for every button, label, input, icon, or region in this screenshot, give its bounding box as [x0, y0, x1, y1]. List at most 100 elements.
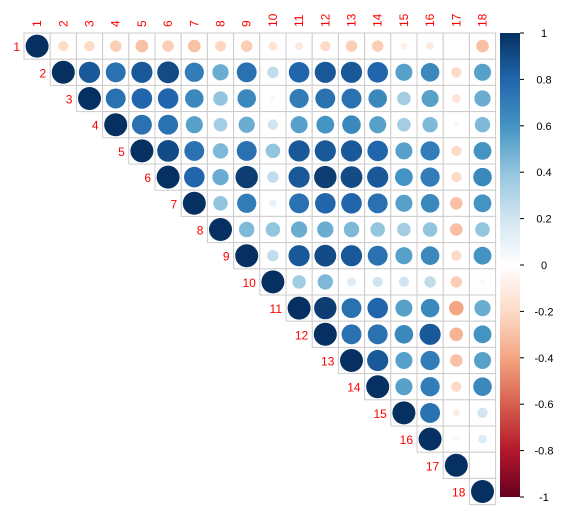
correlation-circle-5-9 [236, 140, 257, 161]
correlation-circle-8-16 [422, 222, 438, 237]
correlation-circle-3-12 [315, 88, 336, 109]
matrix-cell [390, 137, 418, 165]
correlation-circle-3-5 [131, 88, 153, 109]
correlation-circle-1-14 [371, 40, 384, 52]
correlation-circle-13-17 [450, 354, 463, 367]
correlation-circle-11-13 [341, 298, 362, 319]
correlation-circle-7-18 [473, 194, 492, 213]
correlation-circle-1-3 [84, 40, 95, 52]
correlation-circle-5-7 [184, 140, 205, 161]
correlation-circle-2-12 [314, 61, 336, 83]
column-label: 2 [56, 20, 70, 27]
correlation-circle-1-15 [400, 42, 408, 50]
correlation-circle-15-15 [392, 401, 416, 425]
colorbar-ticks: 1 0.8 0.6 0.4 0.2 0 -0.2 -0.4 -0.6 -0.8 -1 [520, 28, 553, 504]
correlation-circle-11-17 [449, 300, 464, 316]
matrix-cell [468, 451, 497, 479]
correlation-circle-1-11 [295, 42, 304, 51]
correlation-circle-2-8 [212, 64, 229, 81]
column-labels: 1 2 3 4 5 6 7 8 9 10 11 12 13 14 15 16 17 18 [30, 13, 489, 27]
correlation-circle-4-5 [131, 114, 152, 135]
correlation-circle-6-8 [212, 168, 229, 186]
row-label: 11 [270, 302, 283, 316]
correlation-circle-2-16 [420, 63, 440, 82]
row-label: 9 [223, 250, 230, 264]
correlation-circle-6-16 [420, 167, 440, 187]
column-label: 16 [423, 13, 437, 27]
correlation-circle-7-8 [213, 196, 228, 211]
correlation-circle-4-7 [185, 116, 203, 134]
colorbar-tick-label: -1 [539, 492, 549, 504]
row-label: 6 [144, 171, 151, 185]
correlation-circle-12-13 [341, 324, 362, 345]
correlation-circle-12-17 [449, 327, 464, 342]
correlation-circle-6-11 [288, 166, 310, 188]
colorbar-tick-label: 0.6 [536, 121, 551, 133]
correlation-circle-12-14 [367, 324, 388, 345]
correlation-circle-3-17 [451, 94, 461, 103]
correlation-circle-10-12 [317, 274, 334, 290]
row-label: 12 [295, 328, 309, 342]
correlation-circle-13-15 [395, 351, 413, 370]
correlation-circle-14-14 [366, 375, 390, 399]
row-label: 10 [242, 276, 256, 290]
correlation-circle-7-11 [289, 193, 310, 214]
correlation-circle-10-13 [347, 277, 356, 287]
correlation-circle-6-12 [314, 165, 337, 189]
correlation-circle-7-10 [269, 199, 277, 207]
row-label: 3 [66, 93, 73, 107]
correlation-circle-11-14 [367, 297, 388, 319]
correlation-circle-15-17 [452, 409, 460, 417]
correlation-circle-8-9 [238, 221, 255, 238]
correlation-circle-2-3 [78, 61, 101, 83]
correlation-circle-4-4 [104, 113, 128, 137]
correlation-circle-7-13 [341, 193, 362, 214]
correlation-circle-1-8 [215, 40, 226, 52]
column-label: 17 [449, 13, 463, 27]
correlation-circle-5-13 [340, 140, 363, 162]
column-label: 7 [187, 20, 201, 27]
correlation-circle-3-15 [397, 91, 411, 106]
correlation-circle-4-8 [213, 117, 228, 132]
colorbar-tick-label: -0.2 [535, 306, 554, 318]
row-label: 16 [400, 433, 414, 447]
correlation-circle-4-11 [290, 116, 308, 134]
correlation-circle-1-12 [320, 40, 331, 52]
correlation-circle-6-10 [267, 171, 279, 183]
colorbar-tick-label: 0.2 [536, 214, 551, 226]
correlation-circle-4-10 [267, 119, 279, 130]
correlation-circle-12-15 [394, 325, 414, 344]
correlation-circle-8-15 [397, 222, 411, 237]
correlation-circle-10-10 [261, 270, 285, 294]
correlation-circle-14-18 [473, 377, 492, 396]
correlation-circle-7-17 [450, 197, 463, 210]
colorbar-tick-label: 0 [541, 260, 547, 272]
correlation-circle-1-5 [135, 39, 149, 53]
correlation-circle-2-10 [267, 66, 279, 79]
correlation-circle-9-17 [451, 250, 462, 261]
row-label: 18 [452, 486, 466, 500]
column-label: 14 [371, 13, 385, 27]
correlation-circle-12-18 [473, 325, 492, 344]
correlation-circle-14-16 [420, 377, 440, 397]
correlation-circle-1-7 [188, 39, 201, 53]
colorbar-gradient [500, 33, 520, 497]
column-label: 11 [292, 14, 306, 27]
row-label: 4 [92, 119, 99, 133]
correlation-circle-5-14 [367, 140, 388, 162]
correlation-circle-4-9 [238, 116, 255, 133]
colorbar-tick-label: 0.4 [536, 167, 551, 179]
correlation-circle-3-14 [368, 89, 387, 108]
correlation-circle-8-14 [370, 222, 385, 237]
row-label: 1 [13, 40, 20, 54]
correlation-circle-6-9 [235, 165, 258, 189]
correlation-circle-12-12 [313, 322, 337, 346]
correlation-circle-9-10 [267, 249, 279, 262]
correlation-circle-2-9 [236, 62, 257, 83]
correlation-circle-1-1 [25, 34, 49, 58]
correlation-circle-11-16 [420, 298, 440, 318]
correlation-circle-6-6 [156, 165, 180, 189]
correlation-circle-2-6 [157, 61, 180, 84]
correlation-circle-4-15 [397, 117, 411, 132]
